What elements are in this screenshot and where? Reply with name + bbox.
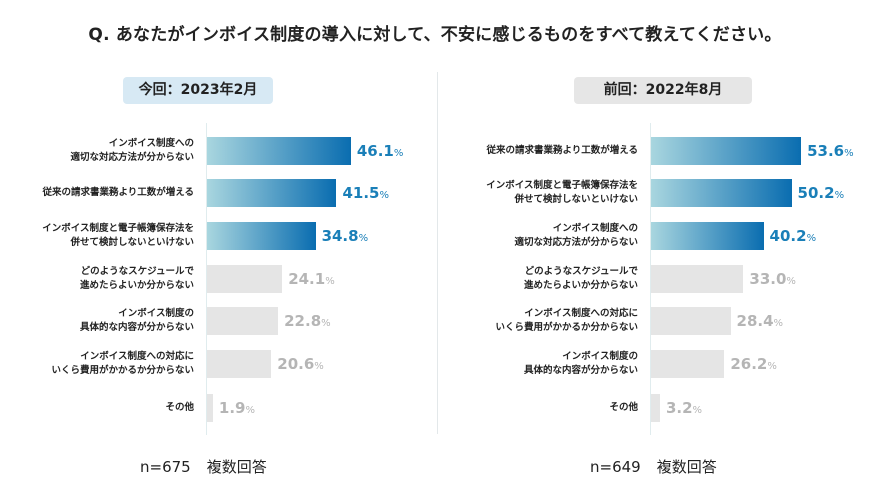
percent-unit: % (358, 233, 369, 244)
value-number: 22.8 (284, 312, 322, 330)
value-label: 53.6% (807, 142, 854, 160)
current-survey-panel: 今回：2023年2月 n=675 複数回答 インボイス制度への 適切な対応方法が分… (0, 77, 435, 477)
category-label: その他 (165, 402, 194, 413)
bar (207, 265, 283, 293)
category-label: インボイス制度への対応に いくら費用がかかるか分からない (495, 308, 638, 333)
category-label: インボイス制度の 具体的な内容が分からない (523, 351, 638, 376)
bar-row: 従来の請求書業務より工数が増える 41.5% (0, 178, 435, 208)
bar (651, 394, 660, 422)
bar (207, 137, 351, 165)
bar-row: インボイス制度への対応に いくら費用がかかるか分からない 20.6% (0, 349, 435, 379)
value-number: 46.1 (356, 142, 394, 160)
bar (207, 179, 337, 207)
sample-info: n=649 複数回答 (590, 456, 717, 477)
bar-row: インボイス制度への 適切な対応方法が分からない 46.1% (0, 136, 435, 166)
category-label: どのようなスケジュールで 進めたらよいか分からない (79, 266, 194, 291)
value-label: 22.8% (284, 312, 331, 330)
percent-unit: % (806, 233, 817, 244)
category-label: インボイス制度への 適切な対応方法が分からない (70, 138, 194, 163)
sample-info: n=675 複数回答 (140, 456, 267, 477)
percent-unit: % (767, 361, 777, 372)
sample-size: n=675 (140, 458, 191, 476)
bar-row: どのようなスケジュールで 進めたらよいか分からない 24.1% (0, 264, 435, 294)
value-number: 24.1 (288, 270, 326, 288)
value-label: 20.6% (277, 355, 324, 373)
bar-row: 従来の請求書業務より工数が増える 53.6% (435, 136, 870, 166)
value-label: 3.2% (666, 399, 702, 417)
bar-row: その他 1.9% (0, 393, 435, 423)
current-period-badge: 今回：2023年2月 (123, 77, 273, 104)
value-number: 53.6 (807, 142, 845, 160)
value-number: 33.0 (749, 270, 787, 288)
bar (651, 137, 802, 165)
category-label: インボイス制度の 具体的な内容が分からない (79, 308, 194, 333)
value-label: 28.4% (737, 312, 784, 330)
percent-unit: % (245, 405, 256, 416)
value-label: 26.2% (730, 355, 777, 373)
multiple-answer-note: 複数回答 (656, 458, 717, 476)
value-number: 1.9 (218, 399, 246, 417)
percent-unit: % (321, 318, 331, 329)
category-label: 従来の請求書業務より工数が増える (486, 145, 638, 156)
category-label: インボイス制度への対応に いくら費用がかかるか分からない (51, 351, 194, 376)
value-label: 40.2% (770, 227, 817, 245)
value-label: 46.1% (357, 142, 404, 160)
category-label: インボイス制度への 適切な対応方法が分からない (514, 223, 638, 248)
value-label: 50.2% (798, 184, 845, 202)
bar-row: インボイス制度への 適切な対応方法が分からない 40.2% (435, 221, 870, 251)
value-label: 41.5% (342, 184, 389, 202)
category-label: 従来の請求書業務より工数が増える (42, 187, 194, 198)
bar-row: インボイス制度への対応に いくら費用がかかるか分からない 28.4% (435, 306, 870, 336)
percent-unit: % (692, 405, 703, 416)
percent-unit: % (773, 318, 784, 329)
multiple-answer-note: 複数回答 (206, 458, 267, 476)
bar (207, 394, 213, 422)
percent-unit: % (393, 148, 404, 159)
bar-row: その他 3.2% (435, 393, 870, 423)
percent-unit: % (834, 190, 845, 201)
percent-unit: % (786, 276, 796, 287)
value-number: 26.2 (730, 355, 768, 373)
value-label: 34.8% (322, 227, 369, 245)
value-label: 33.0% (749, 270, 796, 288)
y-axis-line (650, 123, 651, 435)
category-label: その他 (609, 402, 638, 413)
bar-row: インボイス制度の 具体的な内容が分からない 26.2% (435, 349, 870, 379)
value-number: 41.5 (342, 184, 380, 202)
bar (651, 222, 764, 250)
percent-unit: % (325, 276, 335, 287)
value-number: 3.2 (665, 399, 693, 417)
value-number: 34.8 (321, 227, 359, 245)
panel-divider (437, 72, 438, 434)
bar (651, 265, 744, 293)
value-number: 50.2 (797, 184, 835, 202)
bar-row: インボイス制度と電子帳簿保存法を 併せて検討しないといけない 34.8% (0, 221, 435, 251)
previous-survey-panel: 前回：2022年8月 n=649 複数回答 従来の請求書業務より工数が増える 53.… (435, 0, 870, 487)
previous-period-badge: 前回：2022年8月 (574, 77, 752, 104)
bar (207, 222, 316, 250)
bar-row: どのようなスケジュールで 進めたらよいか分からない 33.0% (435, 264, 870, 294)
value-number: 28.4 (736, 312, 774, 330)
category-label: どのようなスケジュールで 進めたらよいか分からない (523, 266, 638, 291)
value-number: 40.2 (769, 227, 807, 245)
bar (651, 307, 731, 335)
percent-unit: % (314, 361, 324, 372)
question-title: Q. あなたがインボイス制度の導入に対して、不安に感じるものをすべて教えてくださ… (88, 25, 782, 45)
bar (651, 350, 725, 378)
sample-size: n=649 (590, 458, 641, 476)
category-label: インボイス制度と電子帳簿保存法を 併せて検討しないといけない (486, 180, 638, 205)
category-label: インボイス制度と電子帳簿保存法を 併せて検討しないといけない (42, 223, 194, 248)
y-axis-line (206, 123, 207, 435)
percent-unit: % (844, 148, 854, 159)
value-label: 1.9% (219, 399, 255, 417)
bar (651, 179, 792, 207)
bar (207, 307, 279, 335)
bar-row: インボイス制度の 具体的な内容が分からない 22.8% (0, 306, 435, 336)
value-label: 24.1% (288, 270, 335, 288)
percent-unit: % (379, 190, 389, 201)
bar-row: インボイス制度と電子帳簿保存法を 併せて検討しないといけない 50.2% (435, 178, 870, 208)
bar (207, 350, 272, 378)
value-number: 20.6 (277, 355, 315, 373)
